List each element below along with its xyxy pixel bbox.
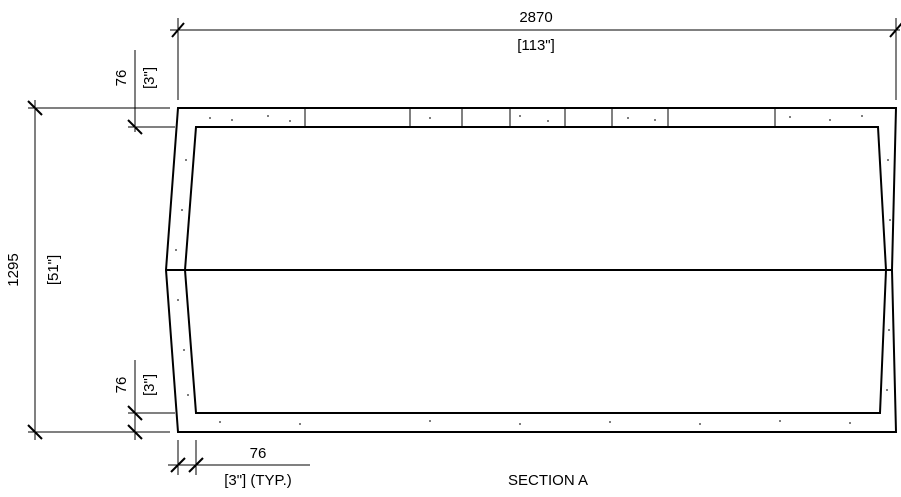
height-dimension (27, 100, 170, 440)
dimension-value: [51"] (45, 255, 62, 285)
side-wall-dimension (168, 440, 310, 475)
concrete-hatch (175, 115, 891, 425)
dimension-value: [3"] (141, 374, 158, 396)
top-wall-dimension (127, 50, 175, 135)
dimension-value: 2870 (519, 9, 552, 26)
wall-joints (304, 108, 776, 127)
dimension-value: [3"] (141, 67, 158, 89)
dimension-value: [3"] (TYP.) (224, 472, 292, 489)
section-title: SECTION A (508, 472, 588, 489)
width-dimension (170, 18, 901, 100)
bottom-wall-dimension (127, 360, 175, 440)
dimension-value: [113"] (517, 37, 555, 54)
dimension-value: 76 (113, 377, 130, 394)
dimension-value: 1295 (5, 253, 22, 286)
dimension-value: 76 (113, 70, 130, 87)
dimension-value: 76 (250, 445, 267, 462)
